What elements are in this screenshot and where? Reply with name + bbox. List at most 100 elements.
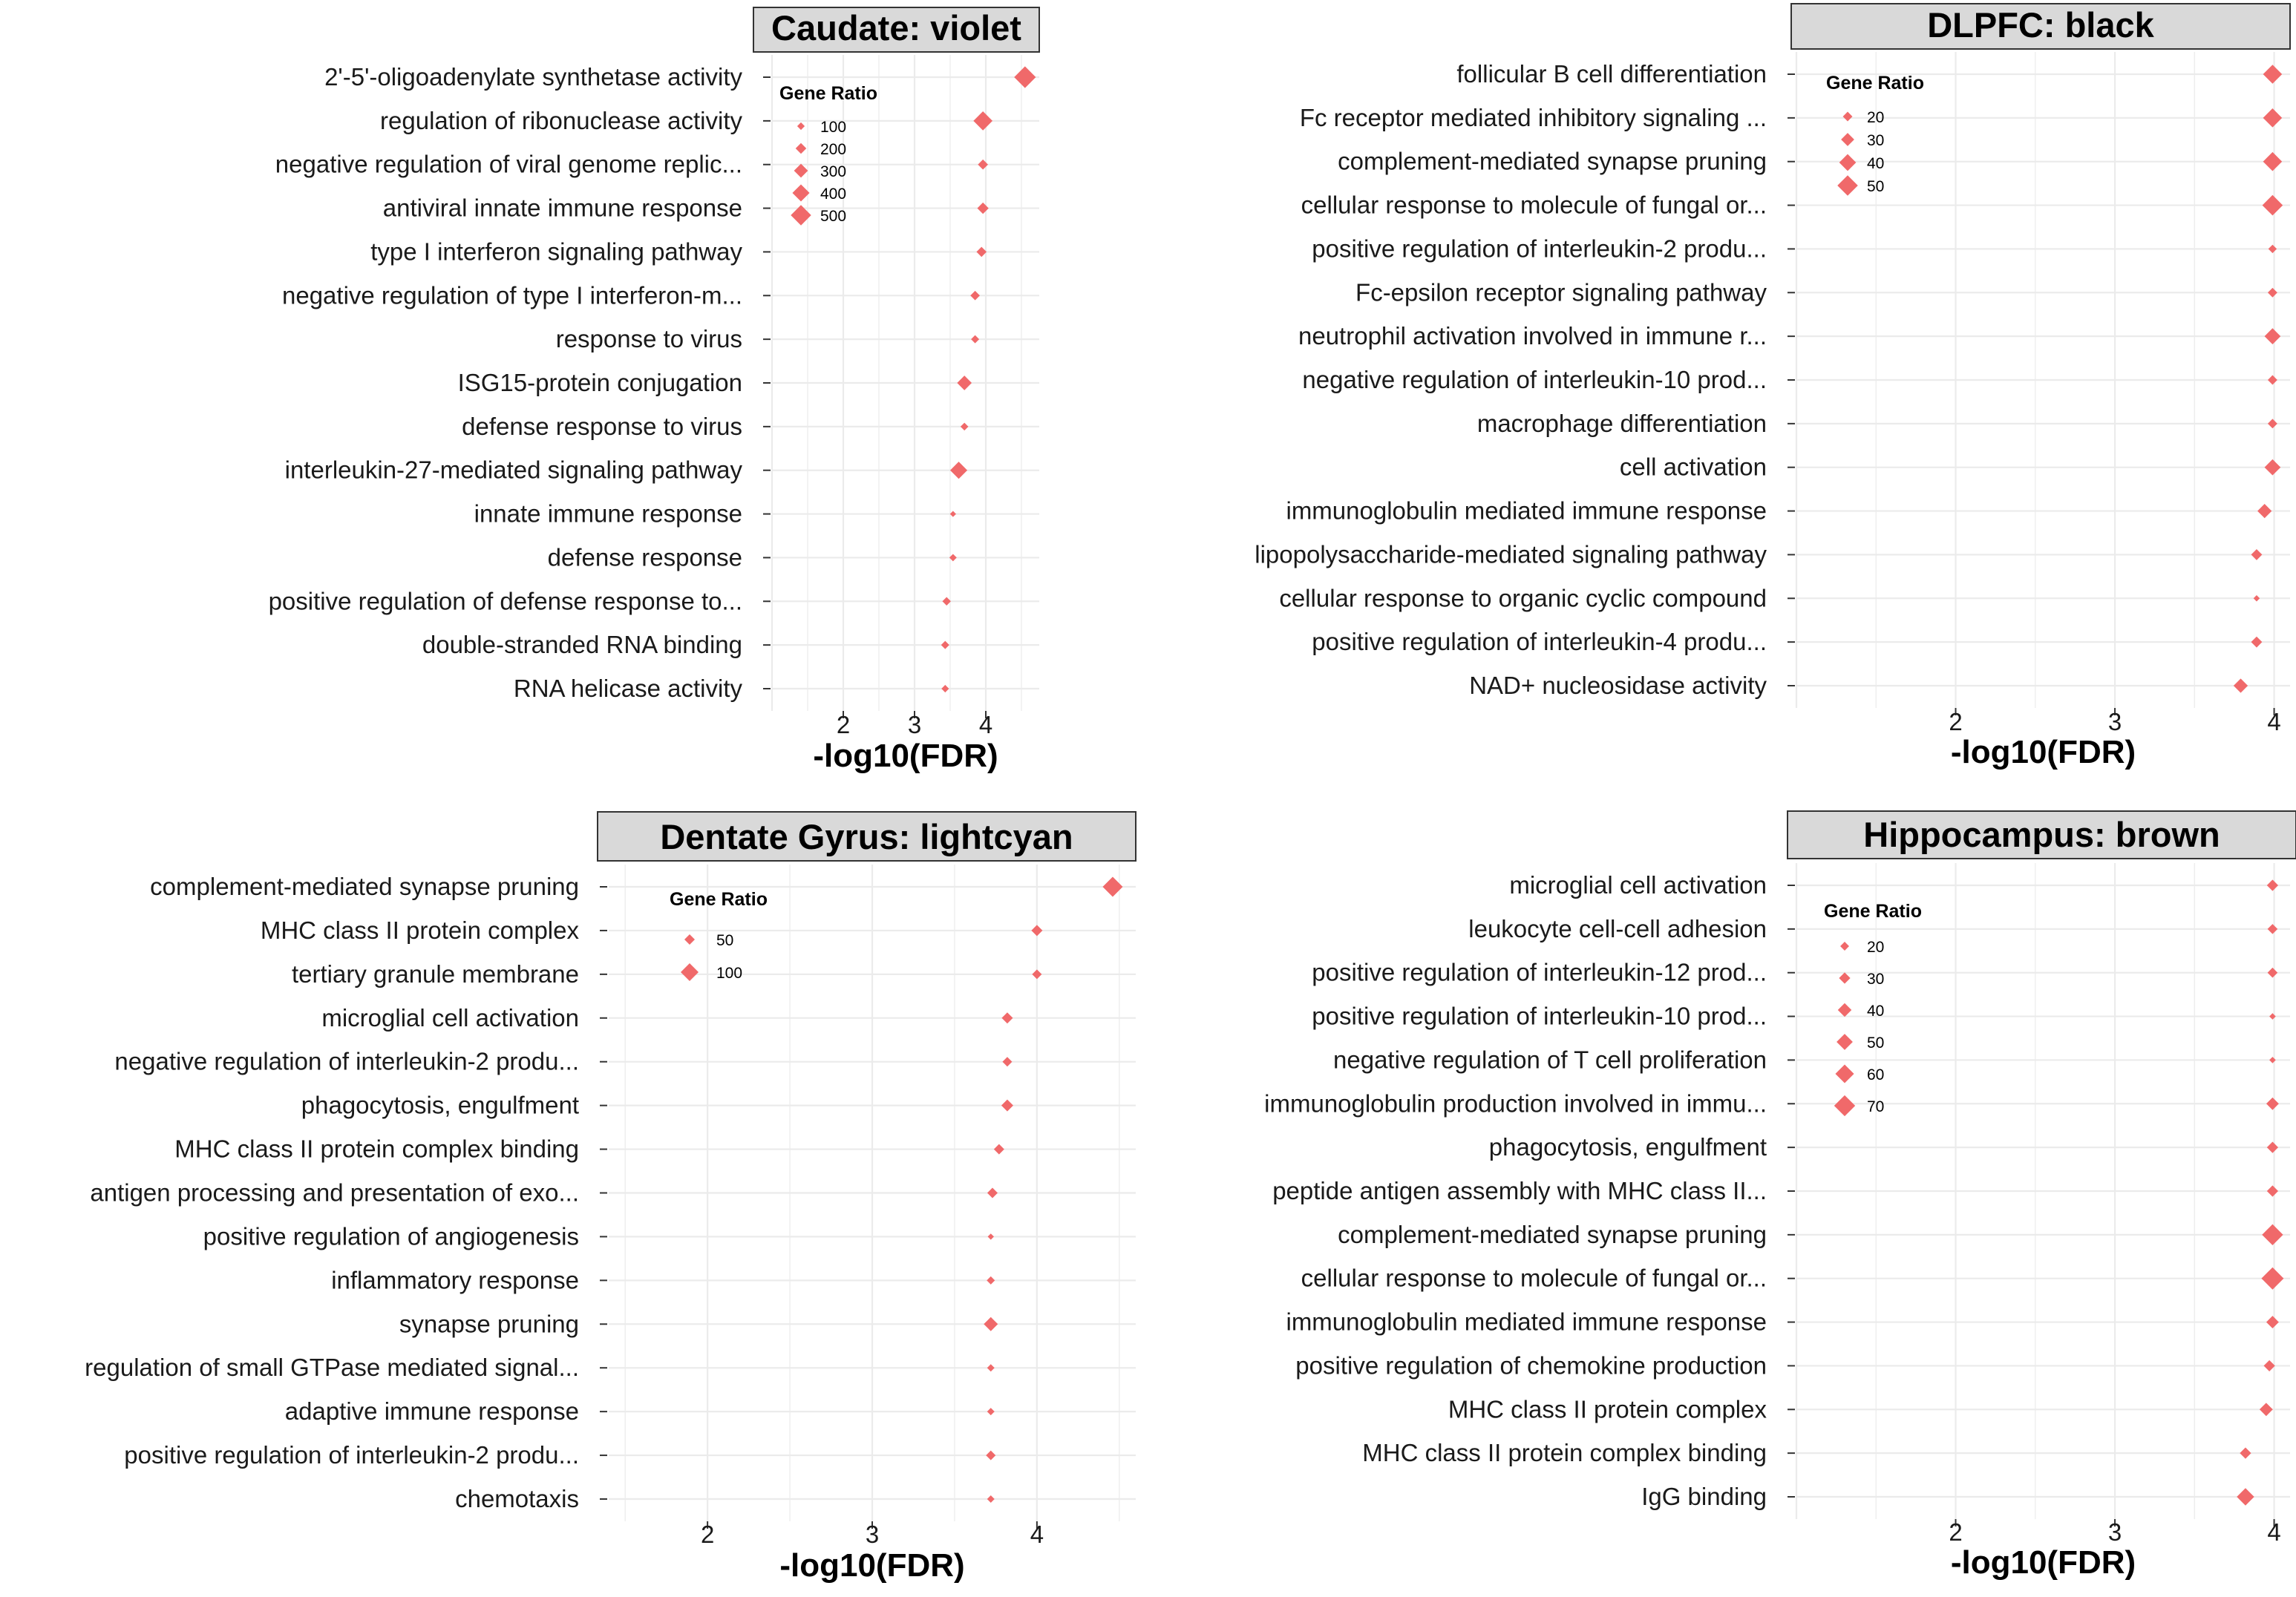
legend-key [684,934,695,945]
category-label: positive regulation of chemokine product… [1295,1351,1767,1379]
category-label: cellular response to molecule of fungal … [1301,191,1767,219]
legend-label: 200 [820,141,846,158]
data-point [2251,636,2263,648]
category-label: microglial cell activation [1509,871,1767,899]
legend: Gene Ratio 100 200 300 400 500 [779,83,877,226]
data-point [949,462,968,479]
category-label: tertiary granule membrane [292,960,579,988]
category-label: NAD+ nucleosidase activity [1469,672,1767,699]
category-label: double-stranded RNA binding [422,631,742,658]
panel-title-box [1787,810,2296,859]
x-tick-label: 3 [2108,708,2122,735]
legend-title: Gene Ratio [670,889,768,910]
x-tick-label: 3 [866,1521,879,1548]
category-label: Fc-epsilon receptor signaling pathway [1355,278,1767,306]
x-tick-label: 2 [1949,708,1962,735]
data-point [970,290,980,301]
category-label: positive regulation of interleukin-2 pro… [124,1441,579,1469]
data-point [2262,194,2283,216]
category-label: immunoglobulin mediated immune response [1286,1308,1767,1336]
data-point [1032,969,1042,980]
category-label: defense response to virus [462,413,742,440]
data-point [941,640,949,649]
category-label: negative regulation of interleukin-2 pro… [114,1048,579,1075]
data-point [2263,151,2283,171]
category-label: positive regulation of interleukin-12 pr… [1312,959,1767,986]
category-label: complement-mediated synapse pruning [1338,1221,1767,1248]
points [984,876,1123,1503]
x-axis: 2 3 4-log10(FDR) [813,711,998,774]
category-label: innate immune response [474,500,742,528]
x-tick-label: 2 [837,711,850,738]
x-axis: 2 3 4-log10(FDR) [1949,708,2281,770]
data-point [2263,1360,2275,1372]
legend-label: 30 [1867,971,1884,988]
data-point [1002,1057,1013,1067]
legend-label: 30 [1867,132,1884,149]
legend-key [794,163,808,178]
legend-label: 50 [1867,178,1884,195]
panel-2: DLPFC: black follicular B cell differenti… [1255,3,2291,770]
x-axis-label: -log10(FDR) [1951,1544,2136,1581]
legend-label: 20 [1867,109,1884,126]
data-point [971,335,980,344]
x-tick-label: 2 [1949,1518,1962,1546]
data-point [2269,1013,2276,1020]
data-point [2233,678,2248,693]
data-point [2266,879,2279,891]
data-point [2267,924,2278,934]
x-tick-label: 4 [2267,1518,2280,1546]
category-label: negative regulation of T cell proliferat… [1333,1046,1767,1073]
legend-key [797,122,805,131]
category-label: antiviral innate immune response [383,194,742,222]
legend-key [791,205,811,226]
data-point [987,1495,995,1503]
points [941,66,1036,693]
legend-key [1834,1095,1856,1117]
data-point [2264,459,2281,476]
category-label: MHC class II protein complex binding [1362,1439,1767,1466]
grid [1795,863,2290,1519]
data-point [949,554,957,562]
category-label: phagocytosis, engulfment [1489,1133,1767,1161]
data-point [993,1144,1004,1155]
legend-title: Gene Ratio [779,83,877,104]
category-label: chemotaxis [455,1485,579,1512]
points [2233,65,2283,693]
category-label: interleukin-27-mediated signaling pathwa… [285,456,743,484]
category-label: negative regulation of viral genome repl… [275,151,742,178]
category-label: positive regulation of interleukin-4 pro… [1312,628,1767,655]
legend-key [1837,175,1858,196]
data-point [1001,1012,1013,1024]
category-label: immunoglobulin production involved in im… [1264,1089,1767,1117]
grid [609,865,1136,1521]
x-tick-label: 3 [908,711,921,738]
category-label: MHC class II protein complex [261,916,580,944]
data-point [987,1233,994,1240]
panel-title: Caudate: violet [771,8,1021,47]
data-point [2266,1097,2279,1110]
legend-key [1837,1003,1852,1017]
legend-label: 300 [820,163,846,180]
category-label: cellular response to organic cyclic comp… [1279,584,1767,611]
data-point [949,511,956,517]
category-label: 2'-5'-oligoadenylate synthetase activity [324,63,742,91]
data-point [2266,1141,2279,1153]
data-point [987,1408,995,1416]
category-label: synapse pruning [399,1310,579,1337]
data-point [2259,1403,2273,1417]
data-point [1014,66,1036,88]
category-label: MHC class II protein complex [1448,1395,1767,1423]
grid [1795,52,2290,708]
category-label: phagocytosis, engulfment [301,1092,579,1119]
data-point [2263,108,2283,128]
data-point [2240,1447,2251,1459]
data-point [1001,1099,1013,1112]
legend: Gene Ratio 20 30 40 50 60 70 [1824,901,1922,1117]
legend-label: 100 [716,965,742,982]
category-label: macrophage differentiation [1477,410,1767,437]
data-point [2266,1185,2279,1197]
category-label: cell activation [1620,453,1767,481]
data-point [2237,1488,2254,1506]
